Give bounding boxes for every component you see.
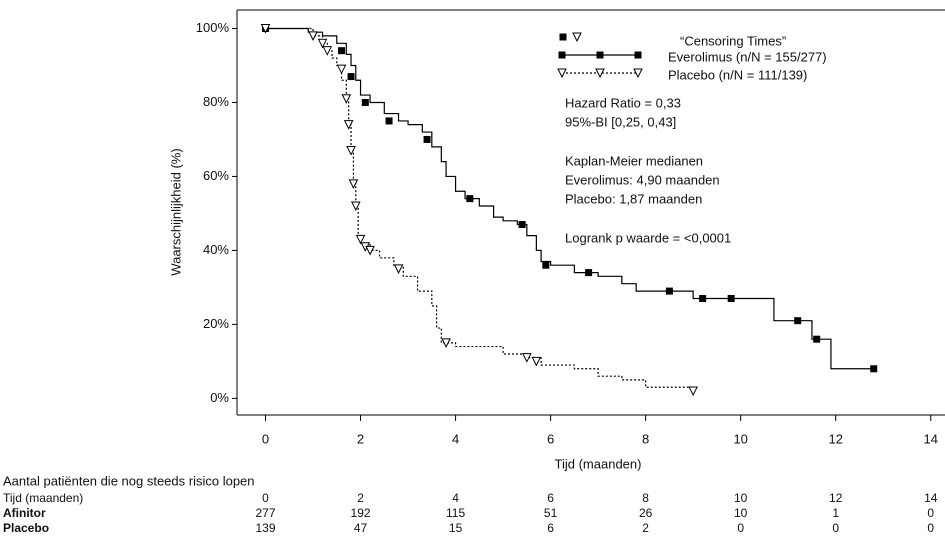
censor-marker	[336, 64, 347, 75]
censor-marker	[322, 46, 333, 56]
x-tick-label: 2	[357, 431, 364, 446]
risk-cell: 8	[642, 491, 649, 505]
censor-marker	[699, 294, 707, 302]
risk-cell: 6	[547, 521, 554, 535]
x-tick-label: 14	[924, 431, 938, 446]
risk-row-label: Afinitor	[3, 506, 46, 520]
risk-cell: 115	[446, 506, 465, 520]
y-tick-label: 40%	[203, 242, 229, 257]
censor-marker	[794, 317, 802, 325]
censor-marker	[870, 365, 878, 373]
annotation: Hazard Ratio = 0,33	[565, 95, 681, 110]
censor-marker	[350, 201, 361, 212]
legend-marker	[557, 68, 567, 79]
risk-cell: 0	[927, 521, 934, 535]
legend-title: “Censoring Times”	[680, 33, 786, 48]
x-tick-label: 0	[262, 431, 269, 446]
censor-marker	[346, 146, 356, 156]
survival-curve	[265, 27, 874, 370]
legend-label: Everolimus (n/N = 155/277)	[668, 49, 827, 64]
risk-cell: 277	[255, 506, 275, 520]
legend-marker	[572, 32, 582, 43]
risk-cell: 192	[351, 506, 371, 520]
censor-marker	[260, 23, 271, 34]
risk-cell: 26	[639, 506, 653, 520]
censor-marker	[542, 261, 550, 269]
censor-marker	[343, 120, 354, 130]
x-tick-label: 8	[642, 431, 649, 446]
censor-marker	[531, 356, 542, 367]
censor-marker	[361, 98, 369, 106]
risk-row-label: Placebo	[3, 521, 49, 535]
risk-cell: 0	[832, 521, 839, 535]
y-tick-label: 60%	[203, 168, 229, 183]
legend-label: Placebo (n/N = 111/139)	[668, 67, 807, 82]
censor-marker	[308, 31, 318, 42]
risk-cell: 0	[737, 521, 744, 535]
risk-cell: 1	[832, 506, 839, 520]
annotation: Placebo: 1,87 maanden	[565, 191, 702, 206]
risk-row-label: Tijd (maanden)	[3, 491, 83, 505]
risk-cell: 139	[255, 521, 275, 535]
censor-marker	[441, 338, 451, 348]
risk-cell: 2	[642, 521, 649, 535]
censor-marker	[466, 195, 474, 203]
y-tick-label: 80%	[203, 94, 229, 109]
censor-marker	[341, 94, 352, 104]
risk-cell: 0	[262, 491, 269, 505]
censor-marker	[688, 386, 698, 397]
y-axis-title: Waarschijnlijkheid (%)	[168, 148, 183, 275]
legend-marker	[559, 33, 567, 41]
risk-cell: 12	[829, 491, 843, 505]
legend-marker	[596, 51, 604, 59]
censor-marker	[347, 73, 355, 81]
x-axis-title: Tijd (maanden)	[555, 456, 642, 471]
x-tick-label: 4	[452, 431, 459, 446]
censor-marker	[348, 179, 359, 189]
legend-marker	[633, 68, 643, 79]
censor-marker	[665, 287, 673, 295]
censor-marker	[585, 269, 593, 277]
risk-cell: 6	[547, 491, 554, 505]
censor-marker	[365, 245, 375, 256]
risk-cell: 2	[357, 491, 364, 505]
risk-cell: 14	[924, 491, 938, 505]
censor-marker	[727, 294, 735, 302]
risk-cell: 10	[734, 506, 748, 520]
y-tick-label: 0%	[210, 390, 229, 405]
y-tick-label: 100%	[196, 20, 230, 35]
legend-marker	[595, 68, 605, 79]
censor-marker	[522, 353, 532, 363]
legend-marker	[558, 51, 566, 59]
censor-marker	[338, 47, 346, 55]
annotation: Kaplan-Meier medianen	[565, 153, 703, 168]
risk-cell: 0	[927, 506, 934, 520]
annotation: 95%-BI [0,25, 0,43]	[565, 114, 676, 129]
censor-marker	[317, 38, 328, 49]
risk-cell: 10	[734, 491, 748, 505]
annotation: Everolimus: 4,90 maanden	[565, 172, 720, 187]
risk-cell: 47	[354, 521, 368, 535]
annotation: Logrank p waarde = <0,0001	[565, 230, 731, 245]
x-tick-label: 6	[547, 431, 554, 446]
censor-marker	[355, 234, 366, 245]
y-tick-label: 20%	[203, 316, 229, 331]
censor-marker	[423, 135, 431, 143]
censor-marker	[518, 221, 526, 229]
legend-marker	[634, 51, 642, 59]
censor-marker	[813, 335, 821, 343]
survival-curve	[265, 27, 694, 391]
censor-marker	[393, 264, 404, 275]
risk-cell: 4	[452, 491, 459, 505]
risk-table-title: Aantal patiënten die nog steeds risico l…	[3, 473, 255, 488]
censor-marker	[385, 117, 393, 125]
x-tick-label: 10	[733, 431, 747, 446]
risk-cell: 51	[544, 506, 558, 520]
x-tick-label: 12	[828, 431, 842, 446]
risk-cell: 15	[449, 521, 463, 535]
